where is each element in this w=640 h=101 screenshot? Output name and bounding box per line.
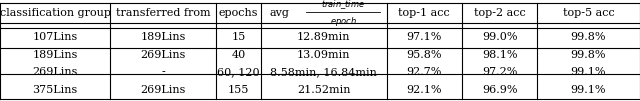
Text: 269Lins: 269Lins [33, 67, 77, 77]
Text: 99.1%: 99.1% [571, 85, 606, 95]
Text: 269Lins: 269Lins [141, 85, 186, 95]
Text: epochs: epochs [219, 8, 259, 18]
Text: 92.1%: 92.1% [406, 85, 442, 95]
Text: 21.52min: 21.52min [297, 85, 351, 95]
Text: 375Lins: 375Lins [33, 85, 77, 95]
Text: 8.58min, 16.84min: 8.58min, 16.84min [271, 67, 377, 77]
Text: 15: 15 [232, 32, 246, 42]
Text: 99.8%: 99.8% [571, 32, 606, 42]
Text: 98.1%: 98.1% [482, 50, 517, 60]
Text: 189Lins: 189Lins [141, 32, 186, 42]
Text: 97.1%: 97.1% [406, 32, 442, 42]
Text: 99.8%: 99.8% [571, 50, 606, 60]
Text: 107Lins: 107Lins [33, 32, 77, 42]
Text: $\mathit{train\_time}$: $\mathit{train\_time}$ [321, 0, 365, 11]
Text: 60, 120: 60, 120 [218, 67, 260, 77]
Text: 269Lins: 269Lins [141, 50, 186, 60]
Text: 155: 155 [228, 85, 250, 95]
Text: top-2 acc: top-2 acc [474, 8, 525, 18]
Text: 99.1%: 99.1% [571, 67, 606, 77]
Text: 13.09min: 13.09min [297, 50, 351, 60]
Text: top-5 acc: top-5 acc [563, 8, 614, 18]
Text: $\mathit{epoch}$: $\mathit{epoch}$ [330, 15, 356, 28]
Text: transferred from: transferred from [116, 8, 211, 18]
Text: 189Lins: 189Lins [33, 50, 77, 60]
Text: top-1 acc: top-1 acc [399, 8, 450, 18]
Text: 40: 40 [232, 50, 246, 60]
Text: avg: avg [269, 8, 289, 18]
Text: 96.9%: 96.9% [482, 85, 517, 95]
Text: 99.0%: 99.0% [482, 32, 517, 42]
Text: 97.2%: 97.2% [482, 67, 517, 77]
Text: 92.7%: 92.7% [406, 67, 442, 77]
Text: 12.89min: 12.89min [297, 32, 351, 42]
Text: 95.8%: 95.8% [406, 50, 442, 60]
Text: classification group: classification group [0, 8, 111, 18]
Text: -: - [161, 67, 165, 77]
